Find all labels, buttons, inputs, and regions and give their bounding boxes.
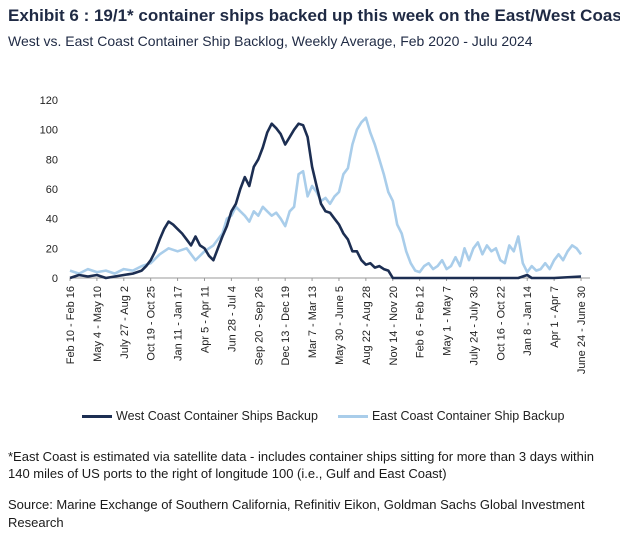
legend-swatch-east [337,414,368,418]
chart-title: Exhibit 6 : 19/1* container ships backed… [8,6,620,25]
x-tick-label: Jun 28 - Jul 4 [226,286,238,352]
x-tick-label: Feb 6 - Feb 12 [415,286,427,358]
footnote: *East Coast is estimated via satellite d… [8,449,595,481]
x-tick-label: May 30 - June 5 [334,286,346,365]
x-tick-label: Jan 11 - Jan 17 [173,286,185,361]
legend-item-west: West Coast Container Ships Backup [82,409,318,423]
legend-label-west: West Coast Container Ships Backup [116,409,318,423]
x-tick-label: Apr 1 - Apr 7 [549,286,561,348]
x-axis: Feb 10 - Feb 16 May 4 - May 10 July 27 - A… [65,277,590,374]
x-tick-label: Sep 20 - Sep 26 [253,286,265,366]
legend: West Coast Container Ships Backup East C… [82,409,584,423]
series-line-west [69,122,582,280]
series-lines [69,116,583,280]
x-tick-label: Feb 10 - Feb 16 [65,286,77,364]
chart-subtitle: West vs. East Coast Container Ship Backl… [8,33,533,49]
x-tick-label: Oct 19 - Oct 25 [146,286,158,361]
y-tick-label: 120 [40,95,58,107]
x-tick-label: Apr 5 - Apr 11 [199,286,211,353]
y-tick-label: 40 [46,214,58,226]
line-chart: 0 20 40 60 80 100 120 Feb 10 - Feb 16 May 4 - M… [40,95,590,374]
y-tick-label: 20 [46,243,58,255]
x-tick-label: Oct 16 - Oct 22 [495,286,507,361]
y-axis: 0 20 40 60 80 100 120 [40,95,58,285]
y-tick-label: 0 [52,273,58,285]
x-tick-label: Dec 13 - Dec 19 [280,286,292,365]
series-line-east [69,116,583,275]
x-tick-label: May 1 - May 7 [442,286,454,356]
x-tick-label: June 24 - June 30 [576,286,588,374]
x-tick-label: July 27 - Aug 2 [119,286,131,359]
legend-swatch-west [82,414,112,418]
x-tick-label: Mar 7 - Mar 13 [307,286,319,358]
x-tick-label: May 4 - May 10 [92,286,104,362]
x-tick-label: Nov 14 - Nov 20 [388,286,400,365]
x-tick-label: July 24 - July 30 [468,286,480,365]
legend-item-east: East Coast Container Ship Backup [337,409,565,423]
y-tick-label: 60 [46,184,58,196]
x-tick-label: Aug 22 - Aug 28 [361,286,373,365]
source-note: Source: Marine Exchange of Southern Cali… [8,497,585,530]
y-tick-label: 80 [46,154,58,166]
y-tick-label: 100 [40,125,58,137]
x-tick-label: Jan 8 - Jan 14 [522,286,534,356]
legend-label-east: East Coast Container Ship Backup [371,409,565,423]
